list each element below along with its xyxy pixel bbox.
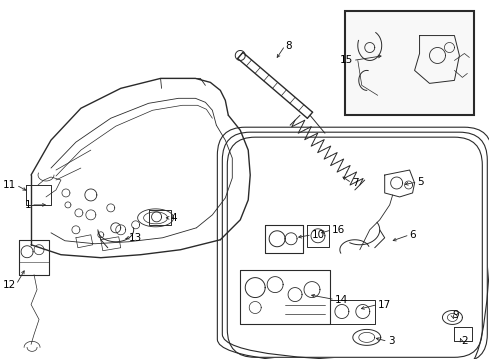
Text: 11: 11 xyxy=(3,180,16,190)
Bar xyxy=(345,11,474,115)
Text: 14: 14 xyxy=(335,294,348,305)
Text: 7: 7 xyxy=(352,178,359,188)
Text: 1: 1 xyxy=(24,200,31,210)
Text: 3: 3 xyxy=(388,336,394,346)
Text: 13: 13 xyxy=(129,233,142,243)
Text: 15: 15 xyxy=(340,55,353,66)
Text: 12: 12 xyxy=(3,280,16,289)
Text: 8: 8 xyxy=(285,41,292,50)
Text: 4: 4 xyxy=(171,213,177,223)
Text: 10: 10 xyxy=(312,230,325,240)
Text: 16: 16 xyxy=(332,225,345,235)
Text: 9: 9 xyxy=(452,310,459,320)
Text: 2: 2 xyxy=(462,336,468,346)
Text: 17: 17 xyxy=(378,300,391,310)
Text: 5: 5 xyxy=(417,177,424,187)
Text: 6: 6 xyxy=(410,230,416,240)
